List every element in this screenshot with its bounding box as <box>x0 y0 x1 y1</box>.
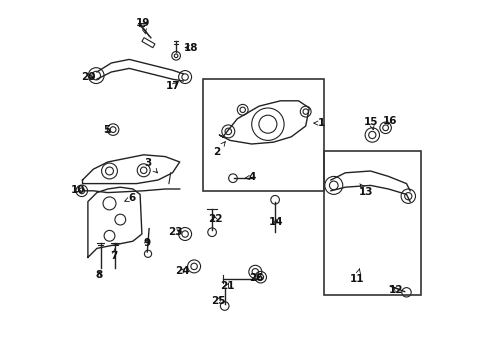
Text: 22: 22 <box>207 214 222 224</box>
Bar <box>323 151 420 295</box>
Text: 21: 21 <box>220 281 234 291</box>
Text: 10: 10 <box>71 185 85 195</box>
Text: 9: 9 <box>142 238 150 248</box>
Text: 11: 11 <box>349 269 364 284</box>
Text: 1: 1 <box>313 118 324 128</box>
Text: 8: 8 <box>95 270 102 280</box>
Text: 23: 23 <box>168 227 182 237</box>
Text: 5: 5 <box>103 125 110 135</box>
Text: 15: 15 <box>363 117 378 130</box>
Text: 14: 14 <box>268 217 283 228</box>
Text: 20: 20 <box>81 72 95 82</box>
Bar <box>203 79 323 191</box>
Text: 18: 18 <box>183 42 198 53</box>
Text: 6: 6 <box>124 193 136 203</box>
Text: 13: 13 <box>358 184 373 197</box>
Text: 16: 16 <box>382 116 396 126</box>
Text: 2: 2 <box>213 142 225 157</box>
Text: 17: 17 <box>166 81 181 91</box>
Text: 12: 12 <box>388 285 403 295</box>
Text: 25: 25 <box>211 296 225 306</box>
Text: 26: 26 <box>248 273 263 283</box>
Bar <box>142 38 155 48</box>
Text: 7: 7 <box>110 248 118 261</box>
Text: 24: 24 <box>175 266 189 276</box>
Text: 4: 4 <box>245 172 256 182</box>
Text: 19: 19 <box>136 18 150 34</box>
Text: 3: 3 <box>144 158 157 173</box>
